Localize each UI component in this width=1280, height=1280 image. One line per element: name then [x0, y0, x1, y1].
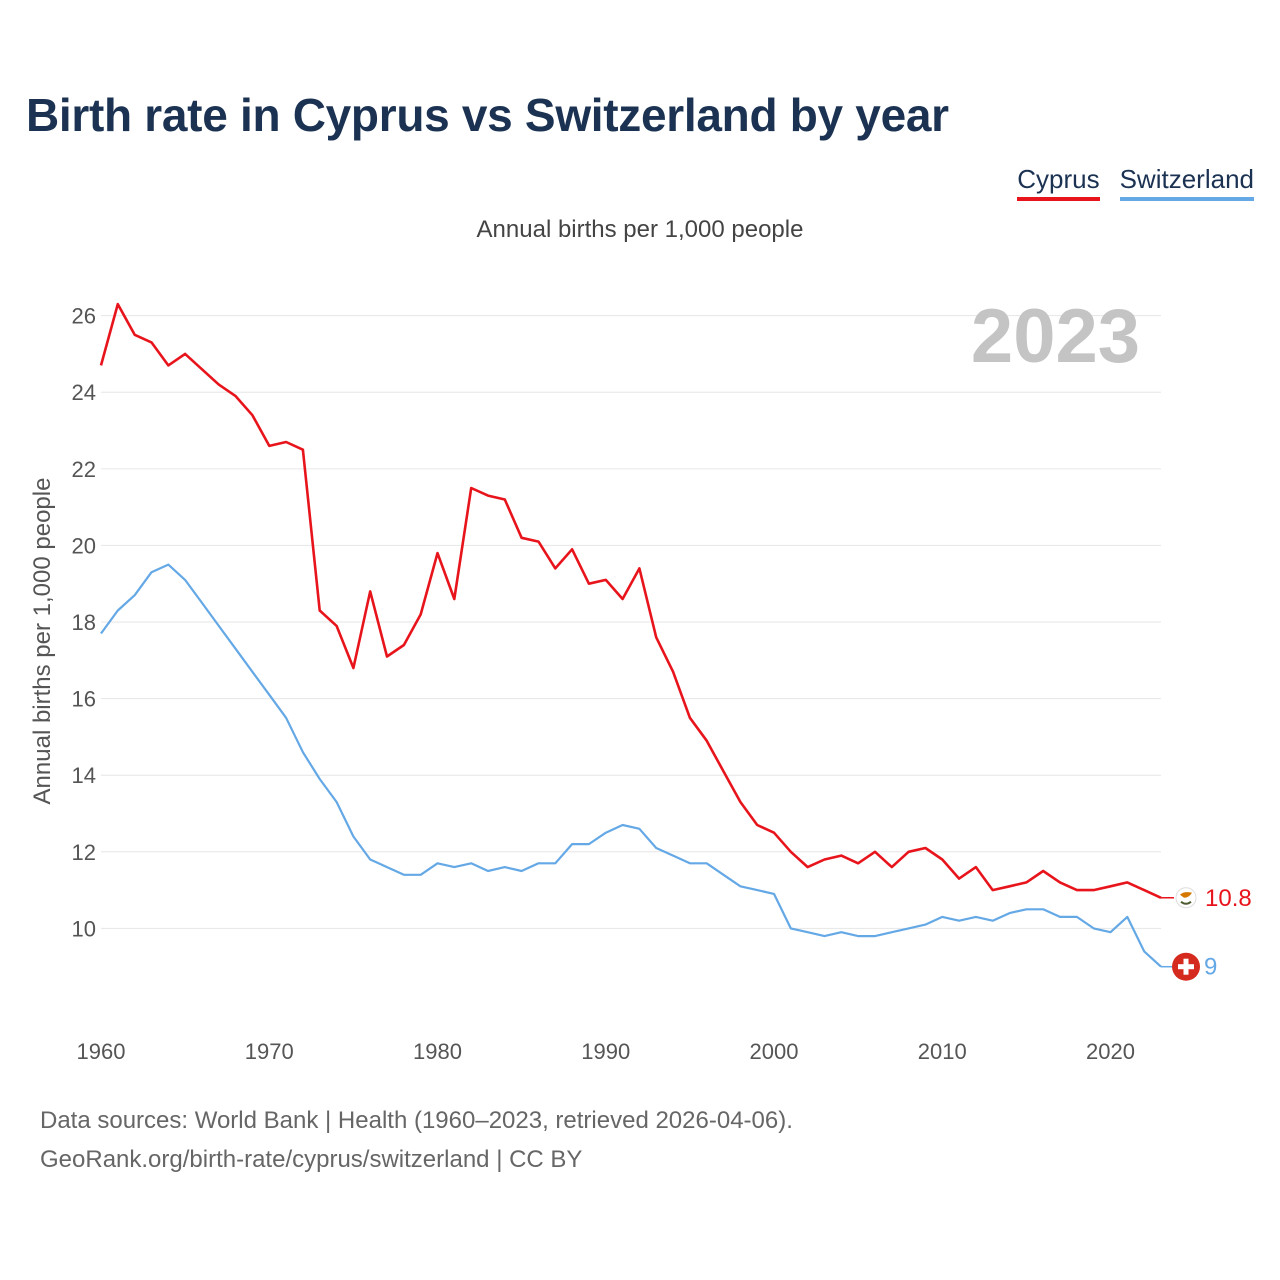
cyprus-flag-icon: [1175, 887, 1197, 909]
footer-attribution: GeoRank.org/birth-rate/cyprus/switzerlan…: [40, 1146, 583, 1173]
gridlines: [101, 315, 1161, 929]
chart-subtitle: Annual births per 1,000 people: [476, 216, 804, 243]
y-axis-label: Annual births per 1,000 people: [29, 478, 56, 805]
end-value-cyprus: 10.8: [1205, 885, 1252, 912]
legend-item-cyprus[interactable]: Cyprus: [1017, 164, 1100, 201]
switzerland-flag-icon: [1172, 952, 1200, 981]
y-tick-label: 20: [72, 533, 96, 558]
line-cyprus: [99, 302, 1162, 899]
series-lines: [99, 302, 1162, 968]
y-tick-label: 10: [72, 916, 96, 941]
y-tick-label: 24: [72, 380, 96, 405]
x-tick-label: 1980: [413, 1039, 462, 1064]
x-tick-label: 1960: [77, 1039, 126, 1064]
y-tick-label: 26: [72, 304, 96, 329]
x-tick-label: 1990: [581, 1039, 630, 1064]
y-axis-ticks: 10 12 14 16 18 20 22 24 26: [72, 304, 96, 942]
legend: Cyprus Switzerland: [1017, 164, 1254, 201]
x-tick-label: 1970: [245, 1039, 294, 1064]
legend-item-switzerland[interactable]: Switzerland: [1119, 164, 1254, 201]
line-switzerland: [100, 563, 1162, 968]
end-value-switzerland: 9: [1204, 954, 1217, 981]
y-tick-label: 14: [72, 763, 96, 788]
chart-title: Birth rate in Cyprus vs Switzerland by y…: [26, 89, 949, 141]
x-axis-ticks: 1960 1970 1980 1990 2000 2010 2020: [77, 1039, 1135, 1064]
y-tick-label: 18: [72, 610, 96, 635]
footer-sources: Data sources: World Bank | Health (1960–…: [40, 1107, 793, 1134]
x-tick-label: 2000: [750, 1039, 799, 1064]
x-tick-label: 2020: [1086, 1039, 1135, 1064]
y-tick-label: 16: [72, 687, 96, 712]
year-label: 2023: [971, 294, 1140, 379]
end-markers: 10.89: [1161, 885, 1252, 981]
y-tick-label: 12: [72, 840, 96, 865]
x-tick-label: 2010: [918, 1039, 967, 1064]
y-tick-label: 22: [72, 457, 96, 482]
